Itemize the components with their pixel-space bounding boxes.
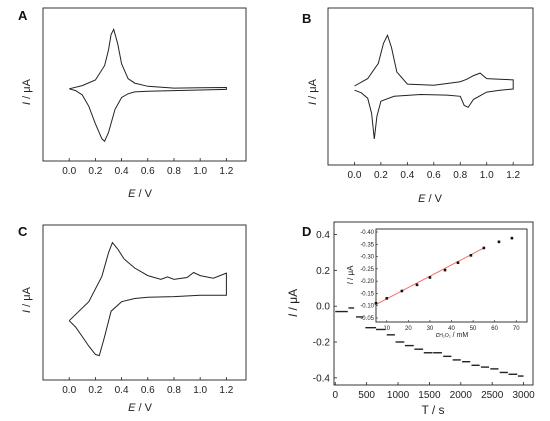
panel-d-y-ticks: 0.4 0.2 0.0 -0.2 -0.4 [313,230,337,384]
x-tick-label: 3000 [512,390,535,401]
inset-x-tick-label: 70 [513,326,520,332]
panel-a-frame [42,7,247,162]
inset-y-axis-label: I / μA [346,265,355,285]
panel-d-x-axis-label: T / s [421,403,444,417]
y-tick-label: 0.4 [316,230,330,241]
inset-frame [375,228,528,323]
inset-y-ticks: -0.40 -0.35 -0.30 -0.25 -0.20 -0.15 -0.10 -0.05 [360,230,378,322]
panel-a-x-ticks: 0.0 0.2 0.4 0.6 0.8 1.0 1.2 [62,158,234,177]
inset-y-tick-label: -0.20 [360,279,374,285]
x-tick-label: 0 [332,390,338,401]
x-tick-label: 0.6 [427,170,441,181]
inset-y-tick-label: -0.35 [360,242,374,248]
inset-y-tick-label: -0.10 [360,304,374,310]
panel-d-chart: 0 500 1000 1500 2000 2500 3000 0.4 0.2 0.0 -0.2 -0… [286,221,535,417]
x-tick-label: 1.2 [219,166,233,177]
panel-a-voltammogram-curve [69,28,227,143]
inset-data-point [497,240,501,244]
x-tick-label: 0.2 [88,385,102,396]
x-tick-label: 2500 [481,390,504,401]
x-tick-label: 1.0 [193,166,207,177]
x-tick-label: 0.4 [115,166,129,177]
x-tick-label: 0.0 [347,170,361,181]
panel-label-b: B [302,11,311,26]
panel-d-inset-calibration-plot: 10 20 30 40 50 60 70 -0.40 -0.35 -0.30 -0.25 -0.20… [346,228,528,339]
x-tick-label: 1.0 [480,170,494,181]
inset-data-point [374,301,378,305]
panel-c-x-axis-label: E / V [128,402,153,414]
x-tick-label: 0.2 [88,166,102,177]
panel-label-a: A [18,8,28,23]
inset-data-point [510,236,514,240]
inset-y-tick-label: -0.25 [360,267,374,273]
panel-b-x-ticks: 0.0 0.2 0.4 0.6 0.8 1.0 1.2 [347,162,521,181]
panel-c-voltammogram-curve [68,241,227,357]
panel-label-c: C [18,224,28,239]
inset-data-point [400,289,404,293]
inset-data-point [415,283,419,287]
x-tick-label: 0.4 [400,170,414,181]
inset-data-point [428,276,432,279]
inset-x-ticks: 10 20 30 40 50 60 70 [383,320,520,332]
panel-c-x-ticks: 0.0 0.2 0.4 0.6 0.8 1.0 1.2 [62,377,234,396]
inset-data-point [482,246,486,250]
panel-d-x-ticks: 0 500 1000 1500 2000 2500 3000 [332,382,535,401]
panel-b-voltammogram-curve [354,33,514,140]
panel-d-y-axis-label: I / μA [286,289,300,317]
panel-b-chart: 0.0 0.2 0.4 0.6 0.8 1.0 1.2 E / V I / μA [307,7,534,205]
x-tick-label: 0.4 [115,385,129,396]
panel-c-chart: 0.0 0.2 0.4 0.6 0.8 1.0 1.2 E / V I / μA [21,224,247,414]
inset-data-point [443,268,447,272]
x-tick-label: 1.2 [506,170,520,181]
x-tick-label: 0.8 [167,385,181,396]
panel-b-y-axis-label: I / μA [307,78,319,105]
inset-y-tick-label: -0.05 [360,316,374,322]
panel-a-x-axis-label: E / V [128,188,153,200]
inset-x-tick-label: 60 [491,326,498,332]
panel-b-frame [327,7,534,166]
inset-x-tick-label: 20 [405,326,412,332]
inset-x-tick-label: 40 [448,326,455,332]
x-tick-label: 0.0 [62,166,76,177]
inset-y-tick-label: -0.15 [360,291,374,297]
inset-y-tick-label: -0.30 [360,255,374,261]
inset-data-point [469,254,473,257]
panel-c-frame [42,224,247,381]
y-tick-label: -0.4 [313,373,331,384]
x-tick-label: 0.0 [62,385,76,396]
x-tick-label: 0.8 [167,166,181,177]
panel-c-y-axis-label: I / μA [21,286,33,313]
inset-data-point [456,261,460,265]
y-tick-label: 0.2 [316,266,330,277]
x-tick-label: 1.0 [193,385,207,396]
inset-x-tick-label: 50 [470,326,477,332]
x-tick-label: 1000 [387,390,410,401]
x-tick-label: 0.6 [141,385,155,396]
panel-a-chart: 0.0 0.2 0.4 0.6 0.8 1.0 1.2 E / V I / μA [21,7,247,200]
x-tick-label: 0.8 [453,170,467,181]
panel-a-y-axis-label: I / μA [21,78,33,105]
inset-x-tick-label: 10 [383,326,390,332]
inset-data-point [385,297,389,300]
panel-d-amperometric-steps [335,307,524,377]
inset-x-tick-label: 30 [427,326,434,332]
inset-data-points [374,236,514,305]
inset-x-axis-label: cH₂O₂ / mM [436,332,469,339]
panel-d-frame [333,221,534,386]
y-tick-label: -0.2 [313,338,331,349]
panel-b-x-axis-label: E / V [418,193,443,205]
x-tick-label: 1.2 [219,385,233,396]
y-tick-label: 0.0 [316,302,330,313]
panel-label-d: D [302,224,311,239]
x-tick-label: 500 [358,390,375,401]
x-tick-label: 1500 [418,390,441,401]
inset-y-tick-label: -0.40 [360,230,374,236]
x-tick-label: 2000 [450,390,473,401]
x-tick-label: 0.2 [374,170,388,181]
x-tick-label: 0.6 [141,166,155,177]
